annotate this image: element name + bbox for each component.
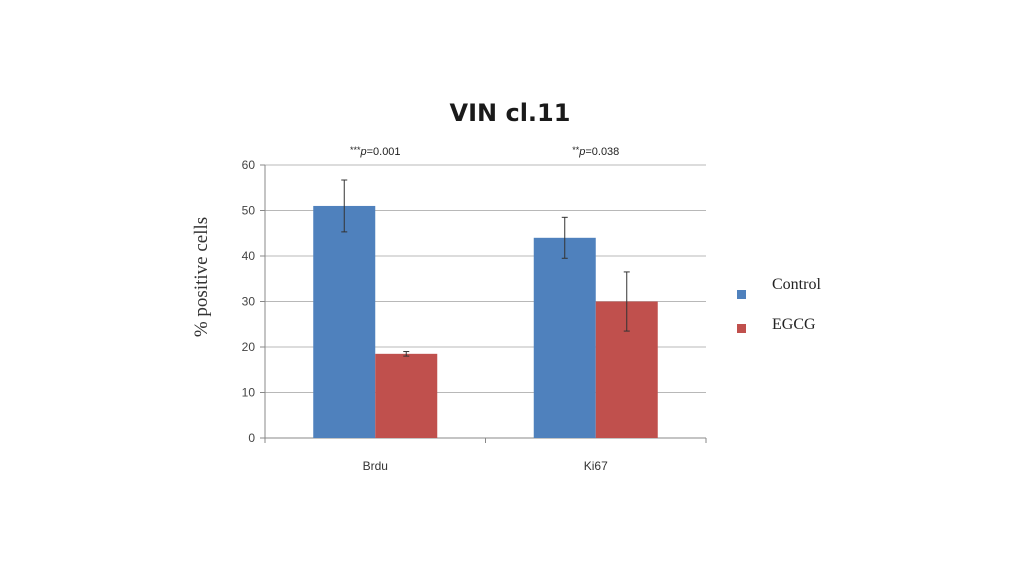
category-label: Brdu <box>363 459 388 473</box>
legend: Control EGCG <box>737 276 821 333</box>
error-bars <box>341 179 630 357</box>
y-tick-label: 20 <box>242 340 256 354</box>
significance-label: **p=0.038 <box>572 145 619 158</box>
y-tick-label: 10 <box>242 386 256 400</box>
category-label: Ki67 <box>584 459 608 473</box>
significance-annotations: ***p=0.001 **p=0.038 <box>350 145 619 158</box>
y-tick-label: 0 <box>248 431 255 445</box>
y-tick-label: 30 <box>242 295 256 309</box>
legend-label: EGCG <box>772 316 816 333</box>
category-labels: Brdu Ki67 <box>363 459 609 473</box>
y-tick-label: 50 <box>242 204 256 218</box>
chart-title: VIN cl.11 <box>450 99 571 127</box>
bar-control-ki67 <box>533 237 596 438</box>
y-tick-label: 40 <box>242 249 256 263</box>
y-tick-label: 60 <box>242 158 256 172</box>
bars <box>313 205 658 438</box>
tick-labels: 0 10 20 30 40 50 60 <box>242 158 256 445</box>
significance-label: ***p=0.001 <box>350 145 401 158</box>
legend-swatch-control <box>737 290 746 299</box>
legend-label: Control <box>772 276 821 293</box>
bar-control-brdu <box>313 205 376 438</box>
bar-egcg-brdu <box>375 353 438 438</box>
y-axis-label: % positive cells <box>191 217 212 337</box>
legend-swatch-egcg <box>737 324 746 333</box>
